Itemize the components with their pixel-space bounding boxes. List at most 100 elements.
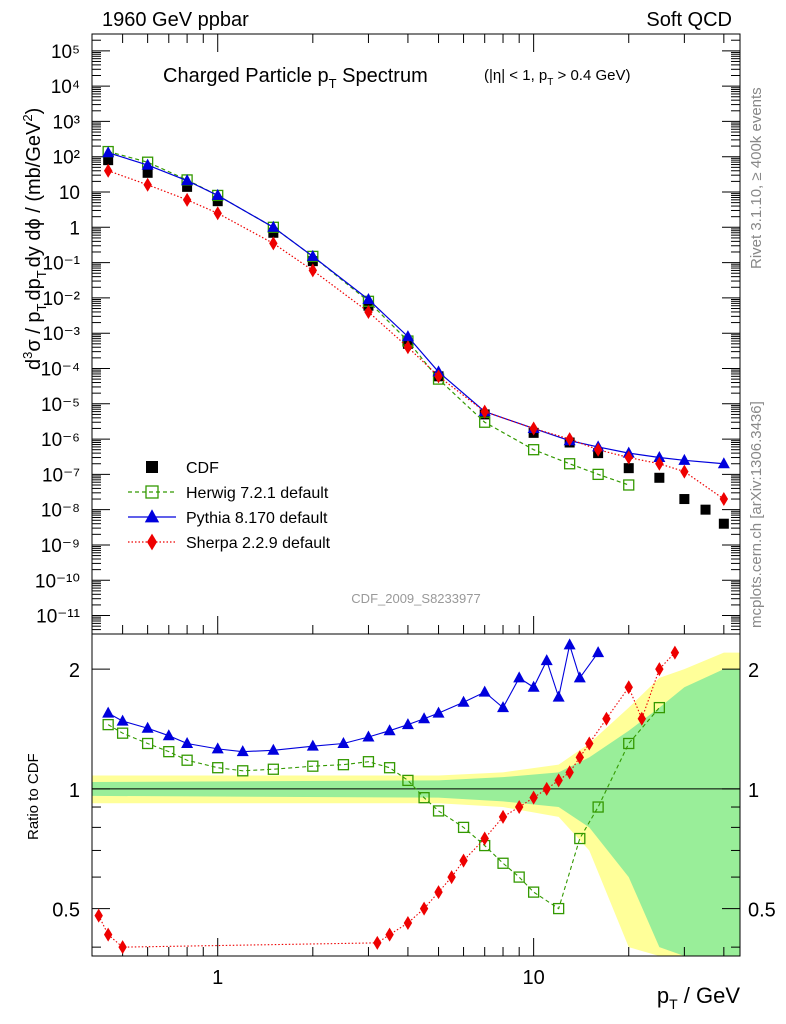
herwig-7-2-1-default-ratio-point bbox=[212, 762, 224, 774]
header-left: 1960 GeV ppbar bbox=[102, 9, 249, 31]
herwig-7-2-1-default-ratio-point bbox=[457, 821, 470, 834]
sherpa-2-2-9-default-ratio-point bbox=[403, 915, 413, 930]
herwig-7-2-1-default-ratio-point bbox=[116, 727, 129, 739]
y-tick-label: 10⁻⁹ bbox=[41, 536, 80, 557]
axis-ticks bbox=[91, 33, 740, 956]
herwig-7-2-1-default-ratio-point bbox=[574, 832, 586, 845]
sherpa-2-2-9-default-point bbox=[364, 304, 373, 319]
x-tick-label: 1 bbox=[212, 967, 223, 989]
sherpa-2-2-9-default-ratio-point bbox=[565, 765, 574, 780]
sherpa-2-2-9-default-point bbox=[403, 340, 413, 355]
ratio-xtick-labels: 1 10 bbox=[212, 967, 545, 989]
ratio-xlabel: pT / GeV bbox=[657, 983, 740, 1012]
herwig-7-2-1-default-ratio-point bbox=[307, 760, 319, 772]
pythia-8-170-default-ratio-point bbox=[181, 736, 194, 748]
ratio-panel-frame bbox=[91, 633, 741, 957]
pythia-8-170-default-ratio-point bbox=[573, 671, 586, 683]
herwig-7-2-1-default-ratio-point bbox=[513, 871, 525, 883]
pythia-8-170-default-ratio-point bbox=[432, 706, 445, 718]
herwig-7-2-1-default-ratio-point bbox=[362, 756, 375, 768]
herwig-7-2-1-default-ratio-line bbox=[107, 707, 660, 910]
sherpa-2-2-9-default-ratio-point bbox=[434, 885, 443, 900]
sherpa-2-2-9-default-ratio-point bbox=[514, 800, 524, 815]
herwig-7-2-1-default-ratio-point bbox=[623, 737, 635, 750]
x-tick-label: 10 bbox=[523, 967, 545, 989]
band-stat bbox=[92, 669, 740, 956]
sherpa-2-2-9-default-ratio-point bbox=[498, 809, 508, 824]
pythia-8-170-default-point bbox=[306, 249, 319, 261]
legend-marker-herwig-7-2-1-default bbox=[145, 485, 159, 499]
ratio-series bbox=[94, 638, 680, 955]
cdf-point bbox=[142, 167, 153, 178]
pythia-8-170-default-point bbox=[401, 330, 414, 342]
cdf-point bbox=[182, 181, 193, 192]
pythia-8-170-default-ratio-point bbox=[563, 638, 576, 650]
sherpa-2-2-9-default-line bbox=[107, 170, 725, 500]
sherpa-2-2-9-default-point bbox=[143, 177, 152, 192]
ratio-y-tick-label: 1 bbox=[69, 780, 80, 802]
pythia-8-170-default-point bbox=[141, 158, 154, 170]
herwig-7-2-1-default-point bbox=[563, 458, 576, 470]
sherpa-2-2-9-default-ratio-point bbox=[542, 781, 551, 796]
sherpa-2-2-9-default-point bbox=[434, 369, 443, 384]
sherpa-2-2-9-default-point bbox=[308, 263, 318, 278]
cdf-point bbox=[212, 196, 223, 207]
herwig-7-2-1-default-ratio-point bbox=[181, 754, 193, 766]
pythia-8-170-default-ratio-point bbox=[362, 730, 375, 742]
y-tick-label: 10² bbox=[53, 148, 80, 169]
y-tick-label: 10⁻¹⁰ bbox=[35, 571, 80, 592]
sherpa-2-2-9-default-point bbox=[655, 456, 664, 471]
sherpa-2-2-9-default-point bbox=[565, 432, 574, 447]
main-ytick-labels: 10⁻¹¹ 10⁻¹⁰ 10⁻⁹ 10⁻⁸ 10⁻⁷ 10⁻⁶ 10⁻⁵ 10⁻⁴ 10⁻³ 10… bbox=[35, 42, 80, 628]
legend-label-sherpa-2-2-9-default: Sherpa 2.2.9 default bbox=[186, 535, 331, 552]
y-tick-label: 10⁻¹¹ bbox=[36, 607, 80, 628]
mcplots-label: mcplots.cern.ch [arXiv:1306.3436] bbox=[748, 401, 765, 628]
herwig-7-2-1-default-ratio-point bbox=[383, 762, 396, 774]
pythia-8-170-default-line bbox=[107, 152, 724, 465]
sherpa-2-2-9-default-ratio-point bbox=[94, 908, 103, 923]
sherpa-2-2-9-default-ratio-point bbox=[419, 901, 429, 916]
herwig-7-2-1-default-ratio-point bbox=[432, 805, 445, 817]
pythia-8-170-default-point bbox=[678, 453, 691, 465]
ratio-y-tick-label: 0.5 bbox=[52, 900, 80, 922]
cdf-point bbox=[700, 504, 711, 515]
main-series bbox=[102, 145, 730, 529]
pythia-8-170-default-ratio-point bbox=[236, 745, 249, 757]
pythia-8-170-default-point bbox=[267, 220, 280, 232]
pythia-8-170-default-point bbox=[102, 146, 115, 158]
herwig-7-2-1-default-ratio-point bbox=[337, 759, 350, 771]
sherpa-2-2-9-default-point bbox=[213, 206, 222, 221]
sherpa-2-2-9-default-point bbox=[529, 421, 538, 436]
cdf-point bbox=[679, 494, 690, 505]
ratio-ylabel: Ratio to CDF bbox=[25, 753, 42, 840]
herwig-7-2-1-default-point bbox=[623, 479, 635, 491]
plot-title-cut: (|η| < 1, pT > 0.4 GeV) bbox=[484, 67, 630, 88]
pythia-8-170-default-ratio-point bbox=[337, 736, 350, 748]
pythia-8-170-default-ratio-point bbox=[457, 695, 470, 707]
cdf-point bbox=[718, 518, 729, 529]
sherpa-2-2-9-default-point bbox=[593, 442, 603, 457]
sherpa-2-2-9-default-ratio-point bbox=[554, 773, 563, 788]
sherpa-2-2-9-default-ratio-point bbox=[575, 750, 585, 765]
ratio-y-tick-label-right: 2 bbox=[748, 660, 759, 682]
pythia-8-170-default-point bbox=[362, 293, 375, 305]
legend-label-pythia-8-170-default: Pythia 8.170 default bbox=[186, 510, 328, 527]
ratio-ytick-labels: 0.5 0.5 1 1 2 2 bbox=[52, 660, 776, 922]
herwig-7-2-1-default-ratio-point bbox=[527, 886, 540, 898]
pythia-8-170-default-point bbox=[181, 174, 194, 186]
herwig-7-2-1-default-ratio-point bbox=[141, 737, 154, 750]
y-tick-label: 10⁻³ bbox=[43, 324, 81, 345]
cdf-point bbox=[654, 472, 665, 483]
sherpa-2-2-9-default-ratio-point bbox=[670, 645, 680, 660]
herwig-7-2-1-default-ratio-point bbox=[553, 902, 565, 915]
y-tick-label: 10⁻⁵ bbox=[41, 395, 80, 416]
sherpa-2-2-9-default-ratio-point bbox=[373, 935, 382, 950]
herwig-7-2-1-default-ratio-point bbox=[497, 857, 509, 869]
sherpa-2-2-9-default-ratio-point bbox=[118, 940, 127, 955]
ratio-y-tick-label: 2 bbox=[69, 660, 80, 682]
herwig-7-2-1-default-line bbox=[108, 150, 629, 486]
pythia-8-170-default-point bbox=[717, 457, 730, 469]
pythia-8-170-default-ratio-point bbox=[478, 685, 491, 697]
legend-marker-sherpa-2-2-9-default bbox=[146, 533, 158, 551]
pythia-8-170-default-ratio-point bbox=[141, 721, 154, 733]
